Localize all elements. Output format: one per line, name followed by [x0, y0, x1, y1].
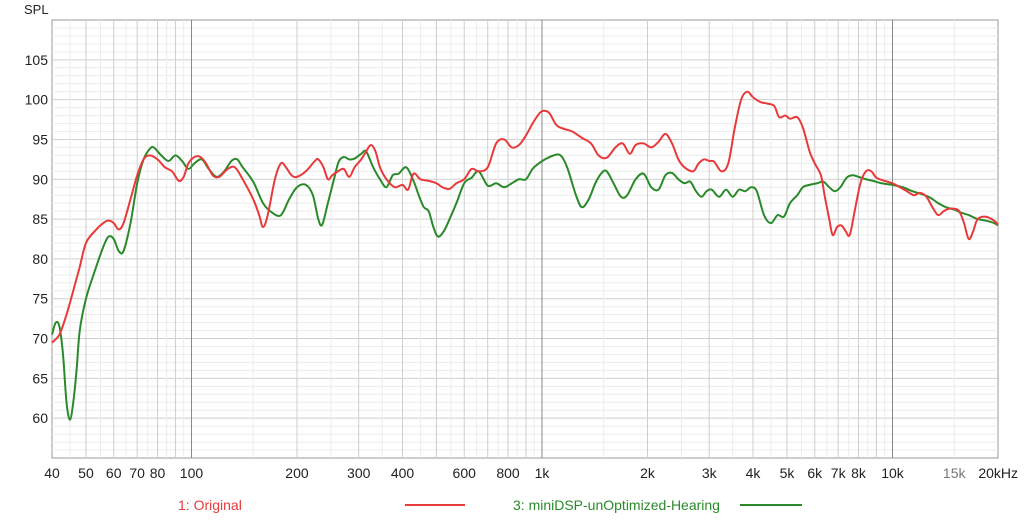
grid [52, 20, 998, 458]
x-tick-label: 40 [44, 465, 60, 481]
y-tick-label: 100 [25, 92, 49, 108]
legend: 1: Original 3: miniDSP-unOptimized-Heari… [178, 497, 802, 513]
x-tick-label: 70 [129, 465, 145, 481]
y-tick-label: 70 [32, 331, 48, 347]
y-tick-label: 95 [32, 131, 48, 147]
y-tick-label: 75 [32, 291, 48, 307]
x-tick-label: 15k [943, 465, 967, 481]
legend-label-original: 1: Original [178, 497, 242, 513]
y-tick-label: 105 [25, 52, 49, 68]
plot-area [51, 19, 999, 459]
series-line-minidsp [51, 145, 999, 421]
y-tick-label: 60 [32, 410, 48, 426]
series-line-original [51, 90, 999, 344]
x-tick-label: 20kHz [978, 465, 1018, 481]
y-tick-label: 85 [32, 211, 48, 227]
x-tick-label: 50 [78, 465, 94, 481]
x-tick-label: 7k [831, 465, 847, 481]
x-tick-label: 3k [702, 465, 718, 481]
x-tick-label: 400 [391, 465, 415, 481]
y-tick-label: 90 [32, 171, 48, 187]
x-tick-label: 200 [285, 465, 309, 481]
y-tick-label: 80 [32, 251, 48, 267]
x-tick-label: 60 [106, 465, 122, 481]
x-tick-label: 8k [851, 465, 867, 481]
x-tick-label: 600 [453, 465, 477, 481]
x-tick-label: 300 [347, 465, 371, 481]
series-layer [51, 90, 999, 421]
x-tick-label: 5k [780, 465, 796, 481]
x-tick-label: 800 [496, 465, 520, 481]
x-tick-label: 100 [180, 465, 204, 481]
y-tick-label: 65 [32, 370, 48, 386]
x-tick-label: 80 [150, 465, 166, 481]
y-axis-label: SPL [24, 2, 49, 17]
x-tick-label: 1k [535, 465, 551, 481]
x-tick-label: 10k [881, 465, 905, 481]
x-tick-label: 6k [807, 465, 823, 481]
x-tick-label: 4k [746, 465, 762, 481]
axes: SPL 60 65 70 75 80 85 90 95 100 105 40 50 60 70 80 100 2… [24, 2, 1018, 481]
legend-label-minidsp: 3: miniDSP-unOptimized-Hearing [513, 497, 720, 513]
x-tick-label: 2k [640, 465, 656, 481]
